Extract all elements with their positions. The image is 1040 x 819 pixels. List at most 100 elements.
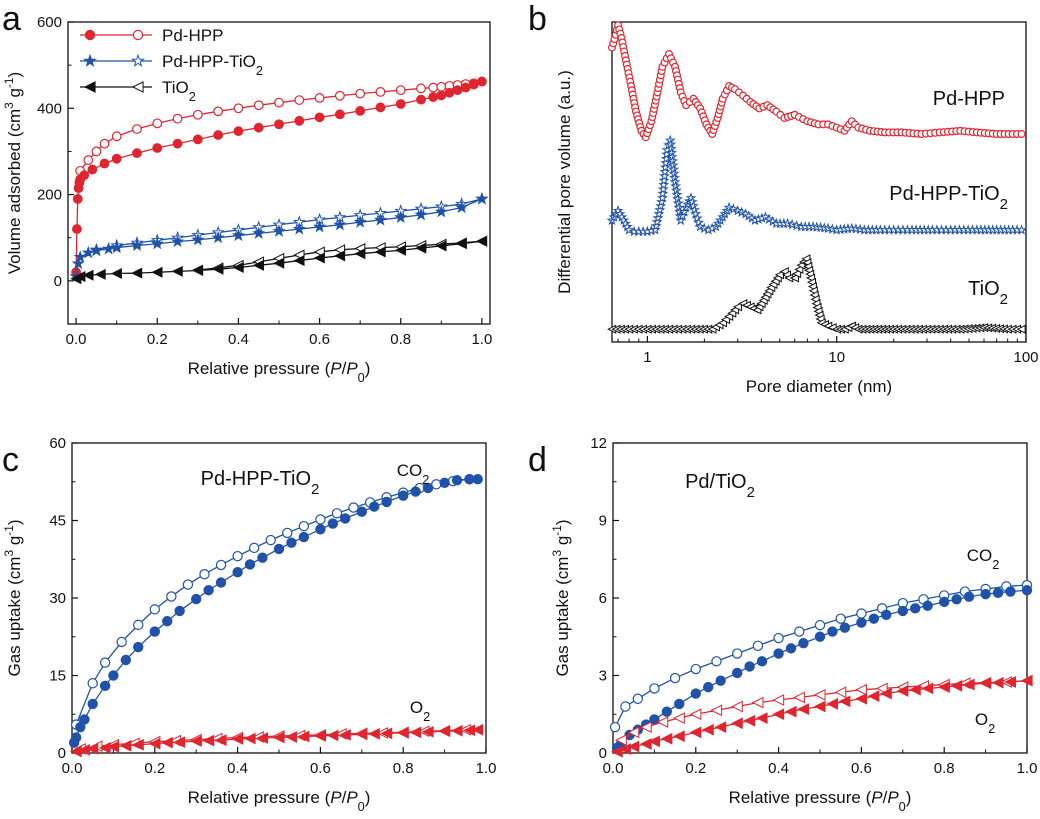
data-point [794,264,804,275]
adsorption-point [212,263,224,275]
adsorption-point [94,268,106,280]
series-label-1: Pd-HPP-TiO​2​ [889,183,1008,213]
adsorption-point [839,622,851,633]
desorption-point [416,83,426,94]
data-point [694,221,706,232]
desorption-point [731,700,743,713]
adsorption-point [174,605,185,617]
adsorption-point [444,87,455,98]
x-tick-label: 0.4 [227,760,248,777]
desorption-point [133,619,144,631]
data-point [1017,130,1026,139]
x-ticks: 0.0 0.2 0.4 0.6 0.8 1.0 [62,747,497,777]
adsorption-point [814,631,826,642]
legend-marker-open [131,81,144,93]
adsorption-point [785,643,797,654]
adsorption-point [190,735,202,747]
adsorption-point [232,261,244,274]
data-point [623,224,635,235]
adsorption-point [743,714,756,727]
desorption-point [794,626,805,637]
data-point [732,302,742,312]
adsorption-point [416,94,426,105]
adsorption-point [298,531,310,543]
adsorption-point [110,267,122,280]
desorption-point [436,81,447,92]
adsorption-point [922,600,933,611]
desorption-point [87,678,98,689]
x-axis-title: Relative pressure (​P​/​P​0​)​ [729,788,912,814]
adsorption-point [81,245,95,259]
y-tick-label: 3 [599,668,607,685]
x-tick-label: 1.0 [476,760,497,777]
adsorption-point [867,690,880,703]
legend-marker-filled [83,81,96,93]
adsorption-point [72,193,83,204]
desorption-line [75,478,470,725]
legend-marker-filled [84,29,96,41]
desorption-point [192,109,203,120]
adsorption-point [374,246,386,258]
adsorption-point [285,731,297,743]
legend-marker-open [131,53,145,67]
adsorption-point [120,654,132,666]
x-tick-label: 0.2 [147,331,168,348]
adsorption-point [744,661,755,672]
data-point [789,273,799,283]
adsorption-point [476,235,488,247]
x-tick-label: 1.0 [471,331,492,348]
adsorption-point [243,732,256,745]
desorption-point [116,636,127,648]
x-tick-label: 0.0 [62,760,83,777]
adsorption-point [340,513,351,524]
y-tick-label: 600 [37,14,62,31]
adsorption-point [897,605,909,617]
adsorption-point [962,678,975,691]
desorption-point [834,686,847,699]
desorption-point [91,146,102,157]
adsorption-point [813,700,826,713]
x-tick-label: 10 [828,349,845,366]
x-tick-label: 0.2 [144,760,165,777]
adsorption-point [173,736,186,749]
x-tick-label: 0.6 [310,760,331,777]
adsorption-point [475,191,489,205]
adsorption-point [70,732,82,743]
adsorption-point [119,739,132,752]
desorption-point [620,701,631,712]
adsorption-point [714,721,727,734]
panel-b: b 1 10 100 Pore diameter (nm)​ Differential p… [528,0,1039,396]
adsorption-point [79,170,90,181]
adsorption-point [69,745,82,758]
adsorption-point [132,148,142,159]
x-tick-label: 0.4 [228,331,249,348]
adsorption-point [286,537,297,548]
data-point [792,269,802,279]
adsorption-point [148,737,161,750]
x-ticks: 1 10 100 [617,336,1039,366]
adsorption-point [327,518,339,529]
adsorption-point [231,228,245,242]
adsorption-point [353,215,367,228]
adsorption-point [703,681,714,693]
adsorption-point [211,230,225,244]
adsorption-point [355,105,366,116]
desorption-point [99,657,111,668]
adsorption-point [99,680,111,692]
adsorption-point [339,729,351,741]
adsorption-point [381,496,392,508]
desorption-point [315,514,326,525]
desorption-point [752,640,764,651]
plot-data [609,579,1033,758]
adsorption-point [273,543,285,555]
adsorption-point [660,732,673,745]
adsorption-point [661,706,673,717]
adsorption-point [334,109,345,120]
adsorption-point [71,256,85,270]
desorption-point [639,721,652,734]
desorption-point [331,508,343,519]
data-point [691,212,703,223]
desorption-point [710,704,723,717]
adsorption-point [232,566,243,578]
adsorption-point [979,677,992,690]
